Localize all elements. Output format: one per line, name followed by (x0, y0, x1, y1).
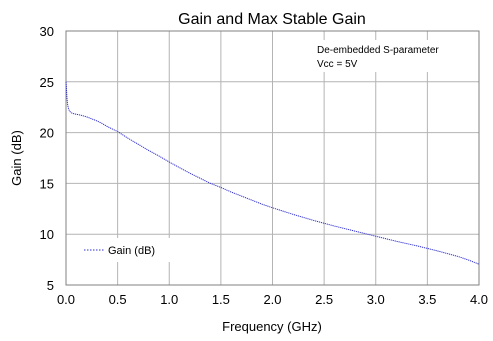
y-tick-label: 20 (40, 126, 54, 141)
grid-lines (66, 31, 479, 285)
annotation-background (312, 40, 472, 72)
annotation-line-1: De-embedded S-parameter (317, 45, 439, 56)
y-tick-labels: 5 10 15 20 25 30 (40, 24, 54, 293)
x-tick-label: 3.0 (367, 292, 385, 307)
x-tick-label: 1.0 (160, 292, 178, 307)
x-tick-label: 1.5 (212, 292, 230, 307)
legend: Gain (dB) (78, 238, 170, 262)
y-tick-label: 25 (40, 75, 54, 90)
y-axis-title: Gain (dB) (9, 130, 24, 186)
plot-area (65, 30, 480, 286)
x-tick-labels: 0.0 0.5 1.0 1.5 2.0 2.5 3.0 3.5 4.0 (57, 292, 488, 307)
x-tick-label: 2.5 (315, 292, 333, 307)
y-tick-label: 15 (40, 176, 54, 191)
series-layer (65, 81, 480, 265)
y-tick-label: 5 (47, 278, 54, 293)
legend-label-gain: Gain (dB) (108, 245, 155, 257)
x-axis-title: Frequency (GHz) (222, 319, 322, 334)
x-tick-label: 3.5 (418, 292, 436, 307)
y-tick-label: 10 (40, 227, 54, 242)
x-tick-label: 0.5 (109, 292, 127, 307)
chart-title: Gain and Max Stable Gain (178, 11, 366, 28)
y-tick-label: 30 (40, 24, 54, 39)
x-tick-label: 4.0 (470, 292, 488, 307)
annotation-line-2: Vcc = 5V (317, 59, 358, 70)
series-line-gain (65, 81, 480, 265)
x-tick-label: 2.0 (263, 292, 281, 307)
annotation-box: De-embedded S-parameter Vcc = 5V (312, 40, 472, 72)
x-tick-label: 0.0 (57, 292, 75, 307)
